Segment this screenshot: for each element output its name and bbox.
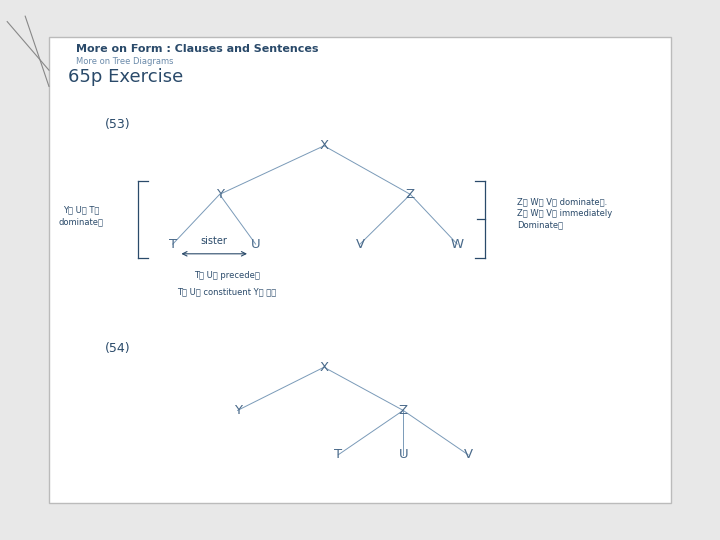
Text: U: U (398, 448, 408, 461)
Text: Z가 W와 V를 dominate함.
Z가 W와 V를 immediately
Dominate함: Z가 W와 V를 dominate함. Z가 W와 V를 immediately… (517, 197, 612, 230)
Text: Y: Y (215, 188, 224, 201)
Text: V: V (464, 448, 472, 461)
Text: More on Form : Clauses and Sentences: More on Form : Clauses and Sentences (76, 44, 318, 53)
Text: Z: Z (399, 404, 408, 417)
Text: X: X (320, 139, 328, 152)
Text: T: T (334, 448, 343, 461)
FancyBboxPatch shape (49, 37, 671, 503)
Text: More on Tree Diagrams: More on Tree Diagrams (76, 57, 173, 65)
Text: V: V (356, 238, 364, 251)
Text: (54): (54) (104, 342, 130, 355)
Text: Y가 U와 T를
dominate함: Y가 U와 T를 dominate함 (59, 206, 104, 226)
Text: W: W (451, 238, 464, 251)
Text: U: U (251, 238, 261, 251)
Text: (53): (53) (104, 118, 130, 131)
Text: T: T (168, 238, 177, 251)
Text: sister: sister (201, 236, 228, 246)
Text: Y: Y (233, 404, 242, 417)
Text: 65p Exercise: 65p Exercise (68, 68, 184, 86)
Text: Z: Z (406, 188, 415, 201)
Text: T가 U에 precede함: T가 U에 precede함 (194, 271, 260, 280)
Text: X: X (320, 361, 328, 374)
Text: T와 U는 constituent Y를 형성: T와 U는 constituent Y를 형성 (177, 287, 276, 296)
